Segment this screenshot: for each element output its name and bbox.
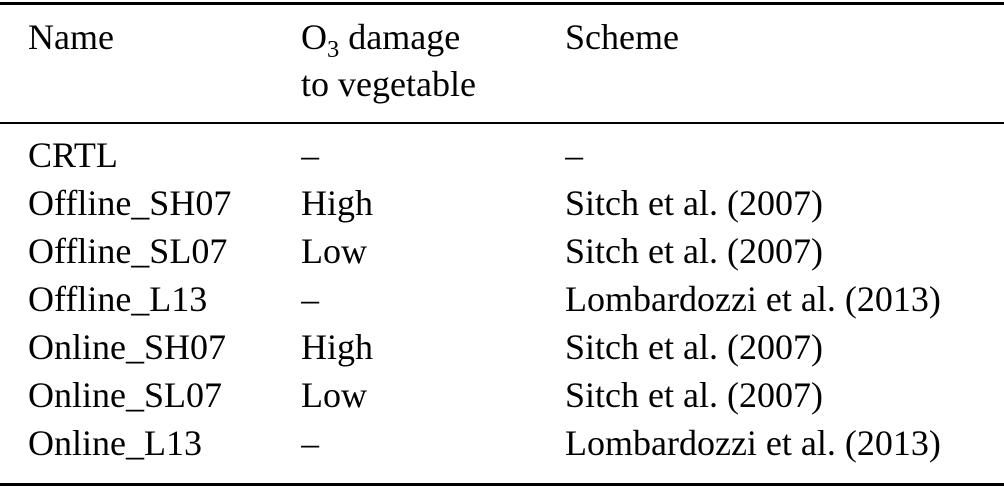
table-row: Offline_L13 – Lombardozzi et al. (2013)	[0, 275, 1004, 323]
column-header-scheme: Scheme	[565, 3, 1004, 124]
o3-damage-word: damage	[348, 17, 461, 57]
table-body: CRTL – – Offline_SH07 High Sitch et al. …	[0, 123, 1004, 485]
table-row: Offline_SL07 Low Sitch et al. (2007)	[0, 227, 1004, 275]
column-header-scheme-label: Scheme	[565, 17, 679, 57]
cell-scheme: Sitch et al. (2007)	[565, 327, 823, 367]
cell-damage: High	[301, 183, 373, 223]
o3-damage-line2: to vegetable	[301, 64, 476, 104]
cell-scheme: Lombardozzi et al. (2013)	[565, 279, 941, 319]
o3-damage-line1: O3 damage	[301, 14, 565, 64]
cell-scheme: Sitch et al. (2007)	[565, 183, 823, 223]
cell-name: Online_L13	[28, 423, 202, 463]
table-row: Online_SH07 High Sitch et al. (2007)	[0, 323, 1004, 371]
table-row: Online_L13 – Lombardozzi et al. (2013)	[0, 419, 1004, 485]
cell-damage: –	[301, 279, 319, 319]
cell-scheme: Sitch et al. (2007)	[565, 231, 823, 271]
cell-scheme: Sitch et al. (2007)	[565, 375, 823, 415]
cell-damage: –	[301, 135, 319, 175]
column-header-name-label: Name	[28, 17, 114, 57]
o3-subscript: 3	[327, 36, 340, 64]
table-row: Online_SL07 Low Sitch et al. (2007)	[0, 371, 1004, 419]
column-header-o3-damage: O3 damage to vegetable	[301, 3, 565, 124]
cell-name: Online_SH07	[28, 327, 226, 367]
cell-scheme: Lombardozzi et al. (2013)	[565, 423, 941, 463]
cell-name: Offline_SH07	[28, 183, 232, 223]
cell-name: Online_SL07	[28, 375, 222, 415]
cell-damage: –	[301, 423, 319, 463]
column-header-name: Name	[0, 3, 301, 124]
cell-damage: Low	[301, 375, 367, 415]
cell-damage: Low	[301, 231, 367, 271]
cell-name: CRTL	[28, 135, 118, 175]
o3-symbol: O	[301, 17, 327, 57]
cell-damage: High	[301, 327, 373, 367]
cell-name: Offline_L13	[28, 279, 208, 319]
table-row: CRTL – –	[0, 123, 1004, 179]
table-header: Name O3 damage to vegetable Scheme	[0, 3, 1004, 124]
header-row: Name O3 damage to vegetable Scheme	[0, 3, 1004, 124]
table-row: Offline_SH07 High Sitch et al. (2007)	[0, 179, 1004, 227]
cell-name: Offline_SL07	[28, 231, 228, 271]
cell-scheme: –	[565, 135, 583, 175]
